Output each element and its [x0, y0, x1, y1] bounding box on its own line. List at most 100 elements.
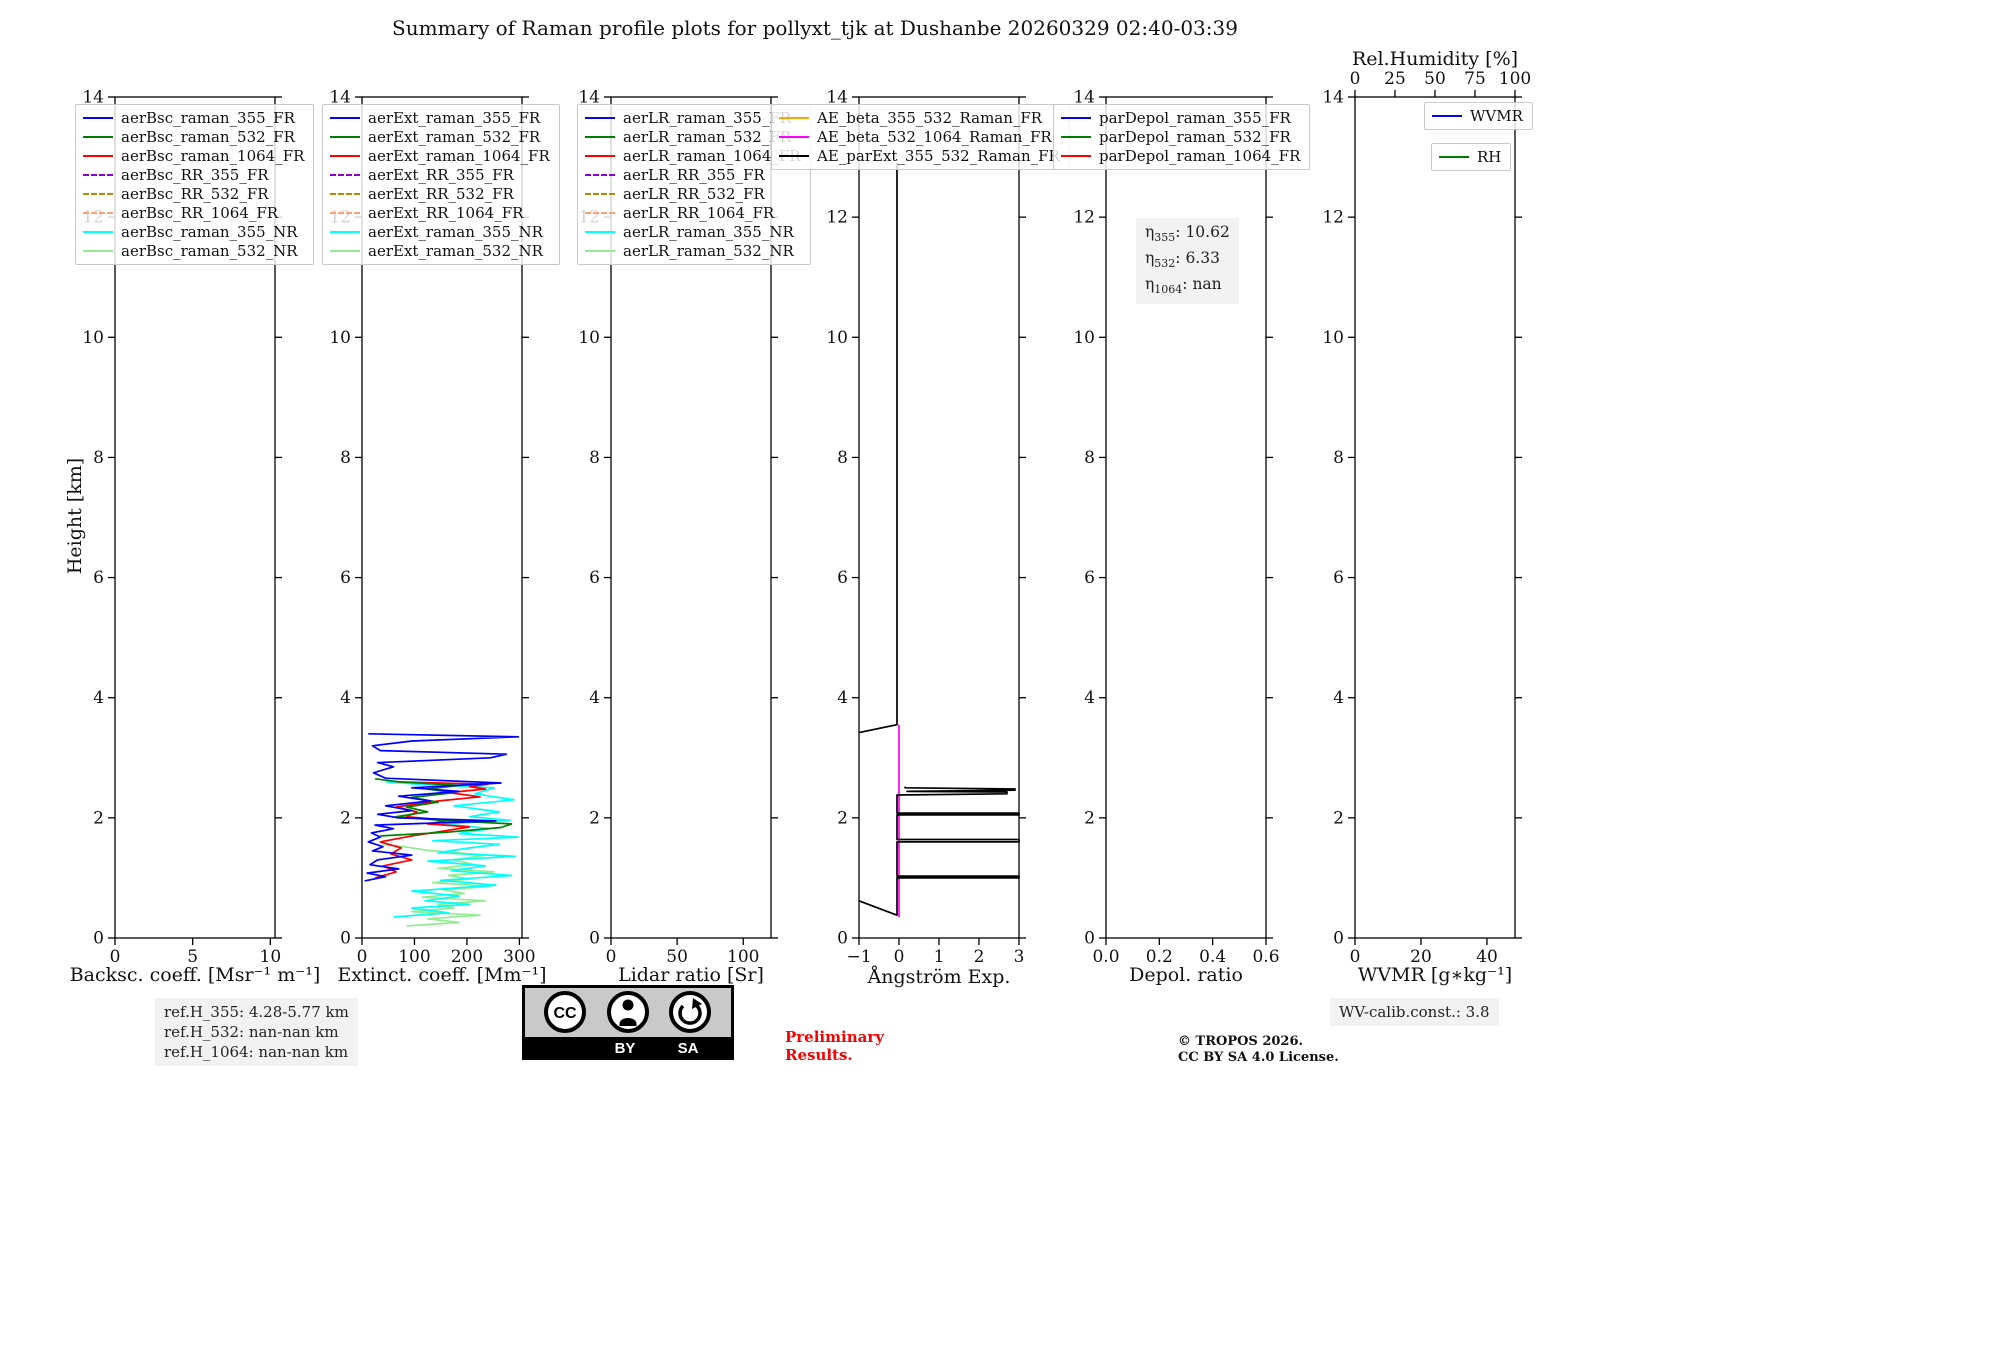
legend-wvmr-1: RH — [1431, 143, 1512, 171]
legend-line-sample — [585, 250, 615, 252]
legend-label: parDepol_raman_1064_FR — [1099, 147, 1301, 165]
legend-line-sample — [585, 174, 615, 176]
legend-angstrom: AE_beta_355_532_Raman_FR AE_beta_532_1064… — [771, 104, 1070, 170]
legend-label: aerLR_raman_355_FR — [623, 109, 792, 127]
legend-item: aerBsc_RR_532_FR — [83, 186, 304, 202]
svg-text:10: 10 — [82, 328, 104, 348]
legend-item: aerLR_RR_532_FR — [585, 186, 801, 202]
legend-line-sample — [83, 250, 113, 252]
legend-item: parDepol_raman_1064_FR — [1061, 148, 1300, 164]
legend-item: AE_beta_532_1064_Raman_FR — [779, 129, 1060, 145]
legend-label: aerLR_RR_1064_FR — [623, 204, 775, 222]
legend-line-sample — [83, 212, 113, 214]
legend-label: aerBsc_RR_532_FR — [121, 185, 269, 203]
legend-line-sample — [779, 155, 809, 157]
series-AE_parExt_355_532_Raman_FR — [858, 163, 898, 734]
legend-item: parDepol_raman_532_FR — [1061, 129, 1300, 145]
svg-text:8: 8 — [93, 448, 104, 468]
legend-label: RH — [1477, 148, 1502, 166]
svg-text:14: 14 — [1073, 88, 1095, 108]
legend-line-sample — [330, 136, 360, 138]
svg-text:10: 10 — [1073, 328, 1095, 348]
svg-text:5: 5 — [187, 947, 198, 967]
legend-label: aerBsc_RR_355_FR — [121, 166, 269, 184]
legend-wvmr: WVMR — [1424, 102, 1533, 130]
panel-extinction: 024681012140100200300 — [329, 88, 535, 968]
svg-text:14: 14 — [578, 88, 600, 108]
ref-h-355: ref.H_355: 4.28-5.77 km — [164, 1003, 349, 1021]
legend-line-sample — [585, 231, 615, 233]
svg-text:100: 100 — [727, 947, 759, 967]
x-axis-label-backscatter: Backsc. coeff. [Msr⁻¹ m⁻¹] — [69, 964, 321, 986]
preliminary-line-1: Preliminary — [785, 1028, 884, 1046]
legend-line-sample — [779, 136, 809, 138]
legend-label: aerBsc_raman_532_FR — [121, 128, 295, 146]
svg-text:20: 20 — [1410, 947, 1432, 967]
svg-text:0: 0 — [1084, 929, 1095, 949]
svg-text:0: 0 — [110, 947, 121, 967]
legend-item: aerBsc_raman_532_NR — [83, 243, 304, 259]
x2-axis-label-rel-humidity: Rel.Humidity [%] — [1351, 48, 1519, 70]
svg-text:2: 2 — [93, 808, 104, 828]
svg-text:6: 6 — [1333, 568, 1344, 588]
legend-item: aerLR_raman_1064_FR — [585, 148, 801, 164]
legend-line-sample — [1061, 155, 1091, 157]
x-axis-label-wvmr: WVMR [g∗kg⁻¹] — [1357, 964, 1513, 986]
legend-line-sample — [83, 136, 113, 138]
legend-line-sample — [330, 250, 360, 252]
svg-text:6: 6 — [1084, 568, 1095, 588]
svg-text:4: 4 — [1084, 688, 1095, 708]
svg-text:2: 2 — [1333, 808, 1344, 828]
legend-lidar-ratio: aerLR_raman_355_FR aerLR_raman_532_FR aerL… — [577, 104, 811, 265]
legend-label: aerExt_RR_532_FR — [368, 185, 514, 203]
legend-label: aerLR_raman_1064_FR — [623, 147, 801, 165]
svg-text:14: 14 — [1322, 88, 1344, 108]
by-text: BY — [615, 1040, 636, 1057]
legend-item: aerLR_raman_355_FR — [585, 110, 801, 126]
svg-text:14: 14 — [329, 88, 351, 108]
legend-label: aerLR_RR_532_FR — [623, 185, 765, 203]
legend-line-sample — [83, 193, 113, 195]
legend-line-sample — [585, 193, 615, 195]
svg-text:4: 4 — [340, 688, 351, 708]
series-AE_parExt_355_532_Raman_FR — [858, 786, 1020, 917]
svg-text:6: 6 — [340, 568, 351, 588]
reference-height-note: ref.H_355: 4.28-5.77 km ref.H_532: nan-n… — [155, 998, 358, 1066]
svg-text:0: 0 — [1333, 929, 1344, 949]
svg-text:0: 0 — [589, 929, 600, 949]
svg-text:25: 25 — [1384, 69, 1406, 89]
svg-text:3: 3 — [1014, 947, 1025, 967]
legend-label: aerExt_RR_1064_FR — [368, 204, 524, 222]
legend-label: aerExt_raman_355_FR — [368, 109, 541, 127]
legend-line-sample — [330, 174, 360, 176]
svg-text:8: 8 — [1333, 448, 1344, 468]
legend-label: aerLR_raman_532_FR — [623, 128, 792, 146]
svg-text:50: 50 — [1424, 69, 1446, 89]
svg-text:10: 10 — [826, 328, 848, 348]
legend-label: aerLR_raman_355_NR — [623, 223, 794, 241]
wv-calib-note: WV-calib.const.: 3.8 — [1330, 998, 1499, 1026]
legend-line-sample — [83, 117, 113, 119]
svg-text:2: 2 — [837, 808, 848, 828]
legend-label: aerExt_RR_355_FR — [368, 166, 514, 184]
legend-line-sample — [330, 212, 360, 214]
svg-text:1: 1 — [934, 947, 945, 967]
legend-item: aerExt_raman_532_FR — [330, 129, 550, 145]
legend-label: aerBsc_raman_355_FR — [121, 109, 295, 127]
legend-line-sample — [330, 231, 360, 233]
svg-text:8: 8 — [1084, 448, 1095, 468]
legend-item: aerBsc_raman_532_FR — [83, 129, 304, 145]
sa-arc — [678, 1004, 702, 1025]
svg-text:300: 300 — [503, 947, 535, 967]
person-head — [622, 999, 634, 1011]
legend-label: aerBsc_raman_1064_FR — [121, 147, 305, 165]
legend-item: aerExt_RR_1064_FR — [330, 205, 550, 221]
legend-label: aerExt_raman_1064_FR — [368, 147, 550, 165]
legend-line-sample — [1432, 115, 1462, 117]
sa-arrowhead — [692, 998, 702, 1009]
x-axis-label-lidar-ratio: Lidar ratio [Sr] — [618, 964, 764, 986]
legend-label: aerLR_raman_532_NR — [623, 242, 794, 260]
eta-532-line: η532: 6.33 — [1145, 249, 1220, 271]
